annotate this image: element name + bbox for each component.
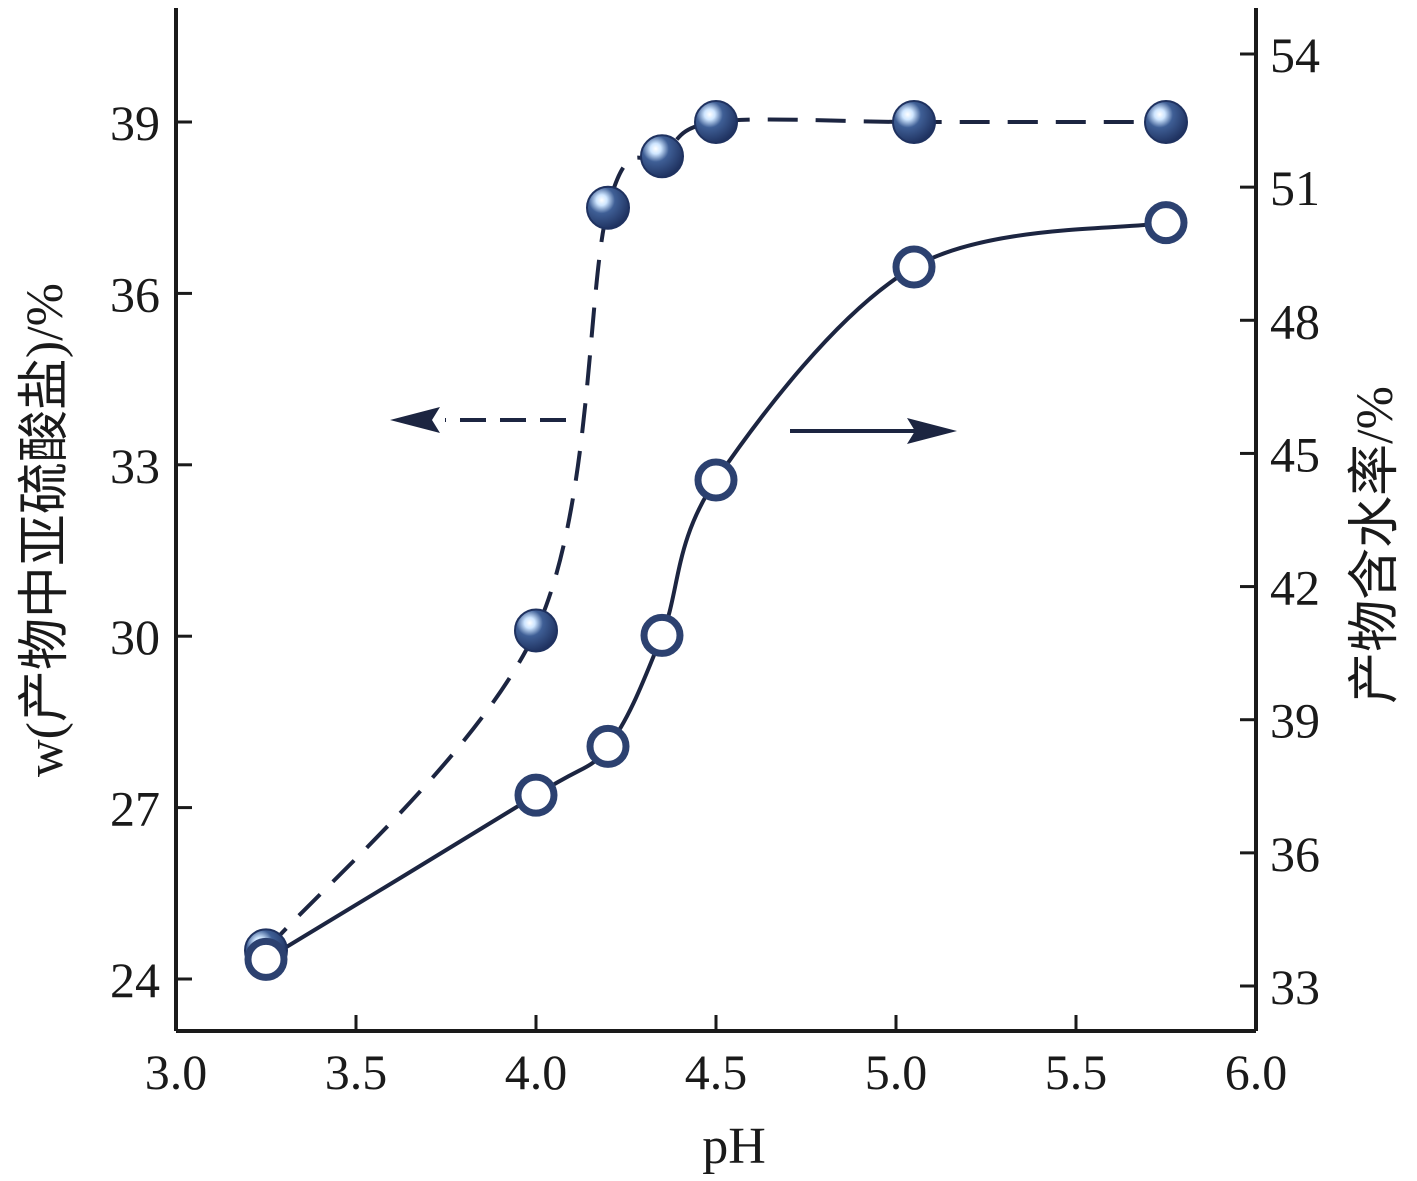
x-tick-label: 5.0: [865, 1044, 928, 1100]
arrows-layer: [390, 407, 957, 444]
right-y-tick-label: 51: [1270, 160, 1320, 216]
filled-circle-marker: [694, 100, 738, 144]
open-circle-marker: [586, 724, 630, 768]
left-y-tick-label: 24: [110, 952, 160, 1008]
filled-circle-marker: [640, 134, 684, 179]
right-y-tick-label: 42: [1270, 560, 1320, 616]
right-y-tick-label: 48: [1270, 293, 1320, 349]
open-circle-marker: [640, 613, 684, 657]
filled-circle-marker: [1144, 100, 1188, 144]
series-lines-layer: [264, 117, 1167, 962]
labels-layer: 3.0 3.5 4.0 4.5 5.0 5.5 6.0 24 27 30 33 36 39 33 36 39 4…: [17, 27, 1404, 1175]
right-y-tick-label: 54: [1270, 27, 1320, 83]
markers-layer: [244, 100, 1188, 981]
right-y-tick-label: 33: [1270, 959, 1320, 1015]
right-y-tick-label: 36: [1270, 826, 1320, 882]
right-y-axis-title: 产物含水率/%: [1347, 386, 1404, 704]
filled-circle-marker: [514, 608, 558, 653]
left-y-tick-label: 27: [110, 781, 160, 837]
solid-series-line: [264, 220, 1167, 962]
x-tick-label: 5.5: [1045, 1044, 1108, 1100]
x-tick-label: 4.0: [505, 1044, 568, 1100]
open-circle-marker: [694, 458, 738, 502]
open-circle-marker: [514, 773, 558, 817]
right-arrow-head: [907, 418, 957, 444]
left-arrow-head: [390, 407, 440, 433]
x-axis-title: pH: [702, 1118, 766, 1175]
x-tick-label: 4.5: [685, 1044, 748, 1100]
x-tick-label: 3.5: [325, 1044, 388, 1100]
dashed-series-line: [264, 117, 1166, 952]
axes-layer: [174, 8, 1258, 1033]
left-y-tick-label: 33: [110, 438, 160, 494]
x-tick-label: 3.0: [145, 1044, 208, 1100]
open-circle-marker: [244, 937, 288, 981]
x-tick-label: 6.0: [1225, 1044, 1288, 1100]
open-circle-marker: [1144, 201, 1188, 245]
open-circle-marker: [892, 245, 936, 289]
left-y-axis-title: w(产物中亚硫酸盐)/%: [17, 283, 74, 777]
left-y-tick-label: 39: [110, 95, 160, 151]
left-y-tick-label: 36: [110, 266, 160, 322]
right-y-tick-label: 39: [1270, 693, 1320, 749]
filled-circle-marker: [586, 185, 630, 230]
filled-circle-marker: [892, 100, 936, 144]
right-y-tick-label: 45: [1270, 426, 1320, 482]
left-y-tick-label: 30: [110, 609, 160, 665]
